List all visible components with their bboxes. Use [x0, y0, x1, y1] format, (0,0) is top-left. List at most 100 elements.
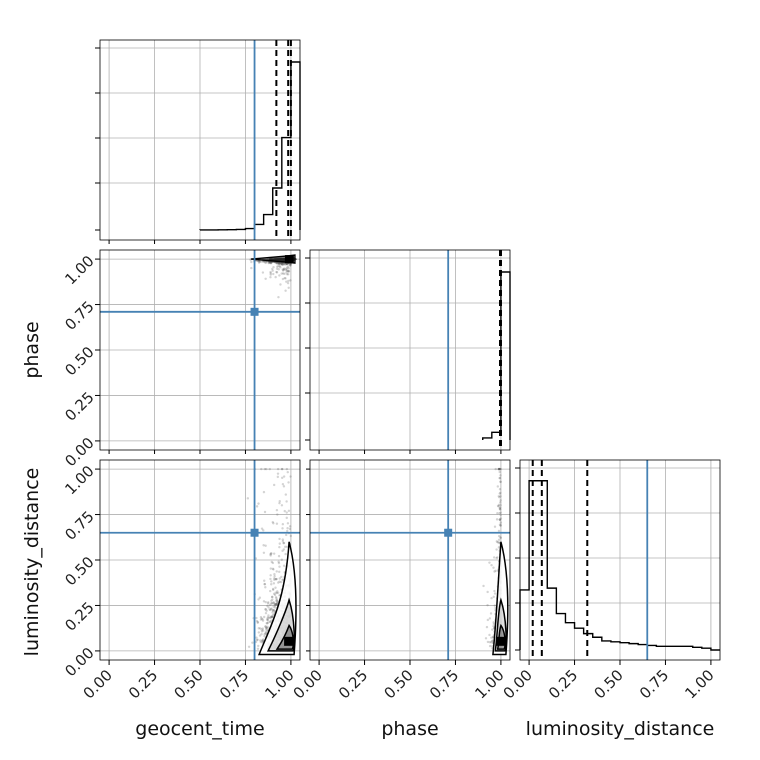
sample-point — [273, 572, 276, 576]
sample-point — [270, 601, 273, 605]
sample-point — [277, 295, 280, 299]
sample-point — [266, 622, 269, 625]
sample-point — [272, 265, 275, 269]
x-axis-label-luminosity_distance: luminosity_distance — [526, 718, 715, 740]
sample-point — [491, 639, 494, 643]
sample-point — [272, 601, 275, 604]
truth-marker — [250, 528, 259, 537]
sample-point — [264, 630, 268, 634]
sample-point — [281, 483, 285, 486]
sample-point — [497, 505, 500, 508]
sample-point — [494, 467, 497, 471]
sample-point — [489, 612, 493, 615]
sample-point — [255, 505, 259, 508]
sample-point — [488, 633, 491, 637]
sample-point — [263, 579, 266, 582]
sample-point — [289, 475, 292, 478]
sample-point — [272, 552, 276, 555]
sample-point — [272, 609, 275, 612]
sample-point — [257, 598, 260, 601]
sample-point — [495, 556, 498, 560]
sample-point — [265, 609, 268, 612]
sample-point — [490, 563, 493, 567]
sample-point — [498, 511, 501, 515]
sample-point — [269, 261, 272, 264]
sample-point — [257, 502, 260, 505]
sample-point — [275, 267, 279, 270]
sample-point — [285, 467, 289, 471]
sample-point — [499, 503, 502, 507]
sample-point — [267, 616, 270, 620]
sample-point — [268, 616, 272, 619]
sample-point — [247, 645, 251, 649]
sample-point — [268, 261, 271, 265]
sample-point — [269, 272, 272, 275]
histogram-panel-luminosity_distance — [515, 460, 720, 660]
sample-point — [277, 581, 280, 584]
sample-point — [275, 570, 278, 573]
sample-point — [265, 626, 269, 630]
sample-point — [270, 560, 273, 564]
sample-point — [255, 619, 259, 623]
sample-point — [283, 272, 286, 276]
sample-point — [274, 586, 277, 589]
sample-point — [284, 545, 287, 549]
pair-panel-geocent_time-phase — [100, 250, 300, 450]
sample-point — [276, 262, 280, 265]
sample-point — [287, 269, 290, 273]
sample-point — [491, 636, 495, 639]
sample-point — [287, 279, 290, 283]
sample-point — [271, 520, 274, 524]
sample-point — [275, 508, 279, 512]
sample-point — [497, 467, 501, 471]
sample-point — [499, 521, 503, 524]
sample-point — [491, 639, 494, 642]
sample-point — [260, 639, 264, 642]
sample-point — [262, 600, 266, 603]
sample-point — [270, 583, 273, 586]
sample-point — [277, 262, 281, 265]
sample-point — [282, 262, 286, 266]
sample-point — [271, 611, 274, 614]
sample-point — [269, 577, 272, 581]
sample-point — [260, 467, 263, 471]
y-tick-label: 0.25 — [61, 388, 97, 424]
sample-point — [289, 262, 293, 266]
sample-point — [492, 622, 495, 626]
sample-point — [273, 578, 276, 581]
sample-point — [284, 493, 288, 496]
x-tick-label: 0.50 — [170, 666, 206, 702]
sample-point — [281, 268, 284, 271]
sample-point — [484, 637, 488, 640]
sample-point — [488, 561, 491, 564]
sample-point — [280, 272, 283, 275]
truth-marker — [250, 307, 259, 316]
sample-point — [264, 261, 268, 265]
sample-point — [260, 628, 263, 631]
sample-point — [263, 510, 267, 514]
sample-point — [274, 603, 277, 606]
sample-point — [272, 272, 275, 276]
sample-point — [264, 277, 267, 280]
sample-point — [260, 630, 264, 633]
sample-point — [261, 271, 265, 274]
sample-point — [270, 616, 274, 619]
sample-point — [271, 598, 274, 601]
sample-point — [499, 506, 502, 509]
y-tick-label: 1.00 — [61, 252, 97, 288]
sample-point — [278, 274, 281, 277]
sample-point — [266, 604, 269, 608]
sample-point — [288, 264, 292, 267]
sample-point — [271, 561, 275, 565]
sample-point — [488, 617, 492, 620]
sample-point — [270, 595, 274, 599]
sample-point — [273, 602, 276, 605]
sample-point — [277, 262, 281, 266]
y-tick-label: 0.00 — [61, 644, 97, 680]
y-tick-label: 0.00 — [61, 434, 97, 470]
sample-point — [276, 265, 279, 268]
sample-point — [496, 556, 499, 559]
sample-point — [282, 548, 286, 551]
sample-point — [285, 262, 289, 266]
sample-point — [269, 616, 272, 619]
